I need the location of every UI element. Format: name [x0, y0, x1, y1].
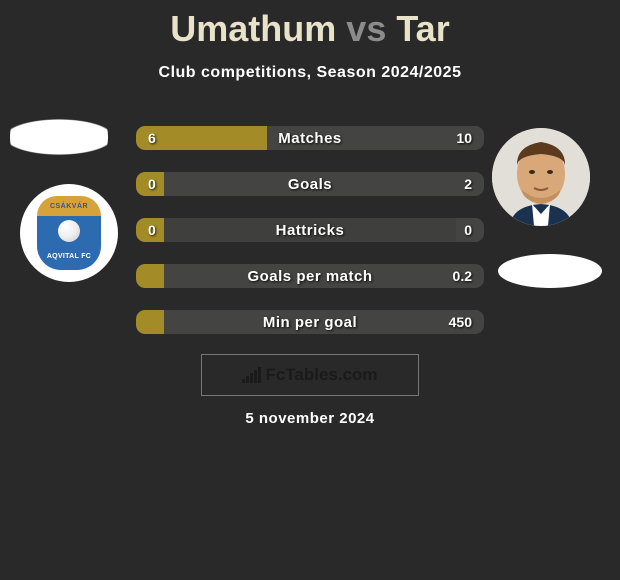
- player2-club-logo-placeholder: [498, 254, 602, 288]
- watermark-bars-icon: [242, 367, 261, 383]
- stat-bar-row: 02Goals: [136, 172, 484, 196]
- date-text: 5 november 2024: [0, 410, 620, 427]
- stat-label: Matches: [136, 126, 484, 150]
- player1-avatar-placeholder: [10, 88, 108, 186]
- watermark-text: FcTables.com: [265, 365, 377, 385]
- club-badge-bottom-text: AQVITAL FC: [37, 246, 101, 270]
- player-photo-icon: [492, 128, 590, 226]
- club-badge-middle: [37, 216, 101, 246]
- player2-name: Tar: [396, 8, 449, 49]
- player1-club-logo: CSÁKVÁR AQVITAL FC: [20, 184, 118, 282]
- stat-bar-row: 0.2Goals per match: [136, 264, 484, 288]
- club-badge-csakvar: CSÁKVÁR AQVITAL FC: [37, 196, 101, 270]
- stat-bar-row: 00Hattricks: [136, 218, 484, 242]
- stat-label: Min per goal: [136, 310, 484, 334]
- stat-label: Hattricks: [136, 218, 484, 242]
- football-icon: [58, 220, 80, 242]
- vs-text: vs: [346, 8, 386, 49]
- stat-label: Goals: [136, 172, 484, 196]
- player2-avatar: [492, 128, 590, 226]
- stats-bars-container: 610Matches 02Goals 00Hattricks 0.2Goals per…: [136, 126, 484, 356]
- stat-bar-row: 610Matches: [136, 126, 484, 150]
- stat-bar-row: 450Min per goal: [136, 310, 484, 334]
- player1-name: Umathum: [170, 8, 336, 49]
- watermark: FcTables.com: [201, 354, 419, 396]
- stat-label: Goals per match: [136, 264, 484, 288]
- comparison-title: Umathum vs Tar: [0, 0, 620, 50]
- club-badge-top-text: CSÁKVÁR: [37, 196, 101, 216]
- subtitle: Club competitions, Season 2024/2025: [0, 64, 620, 82]
